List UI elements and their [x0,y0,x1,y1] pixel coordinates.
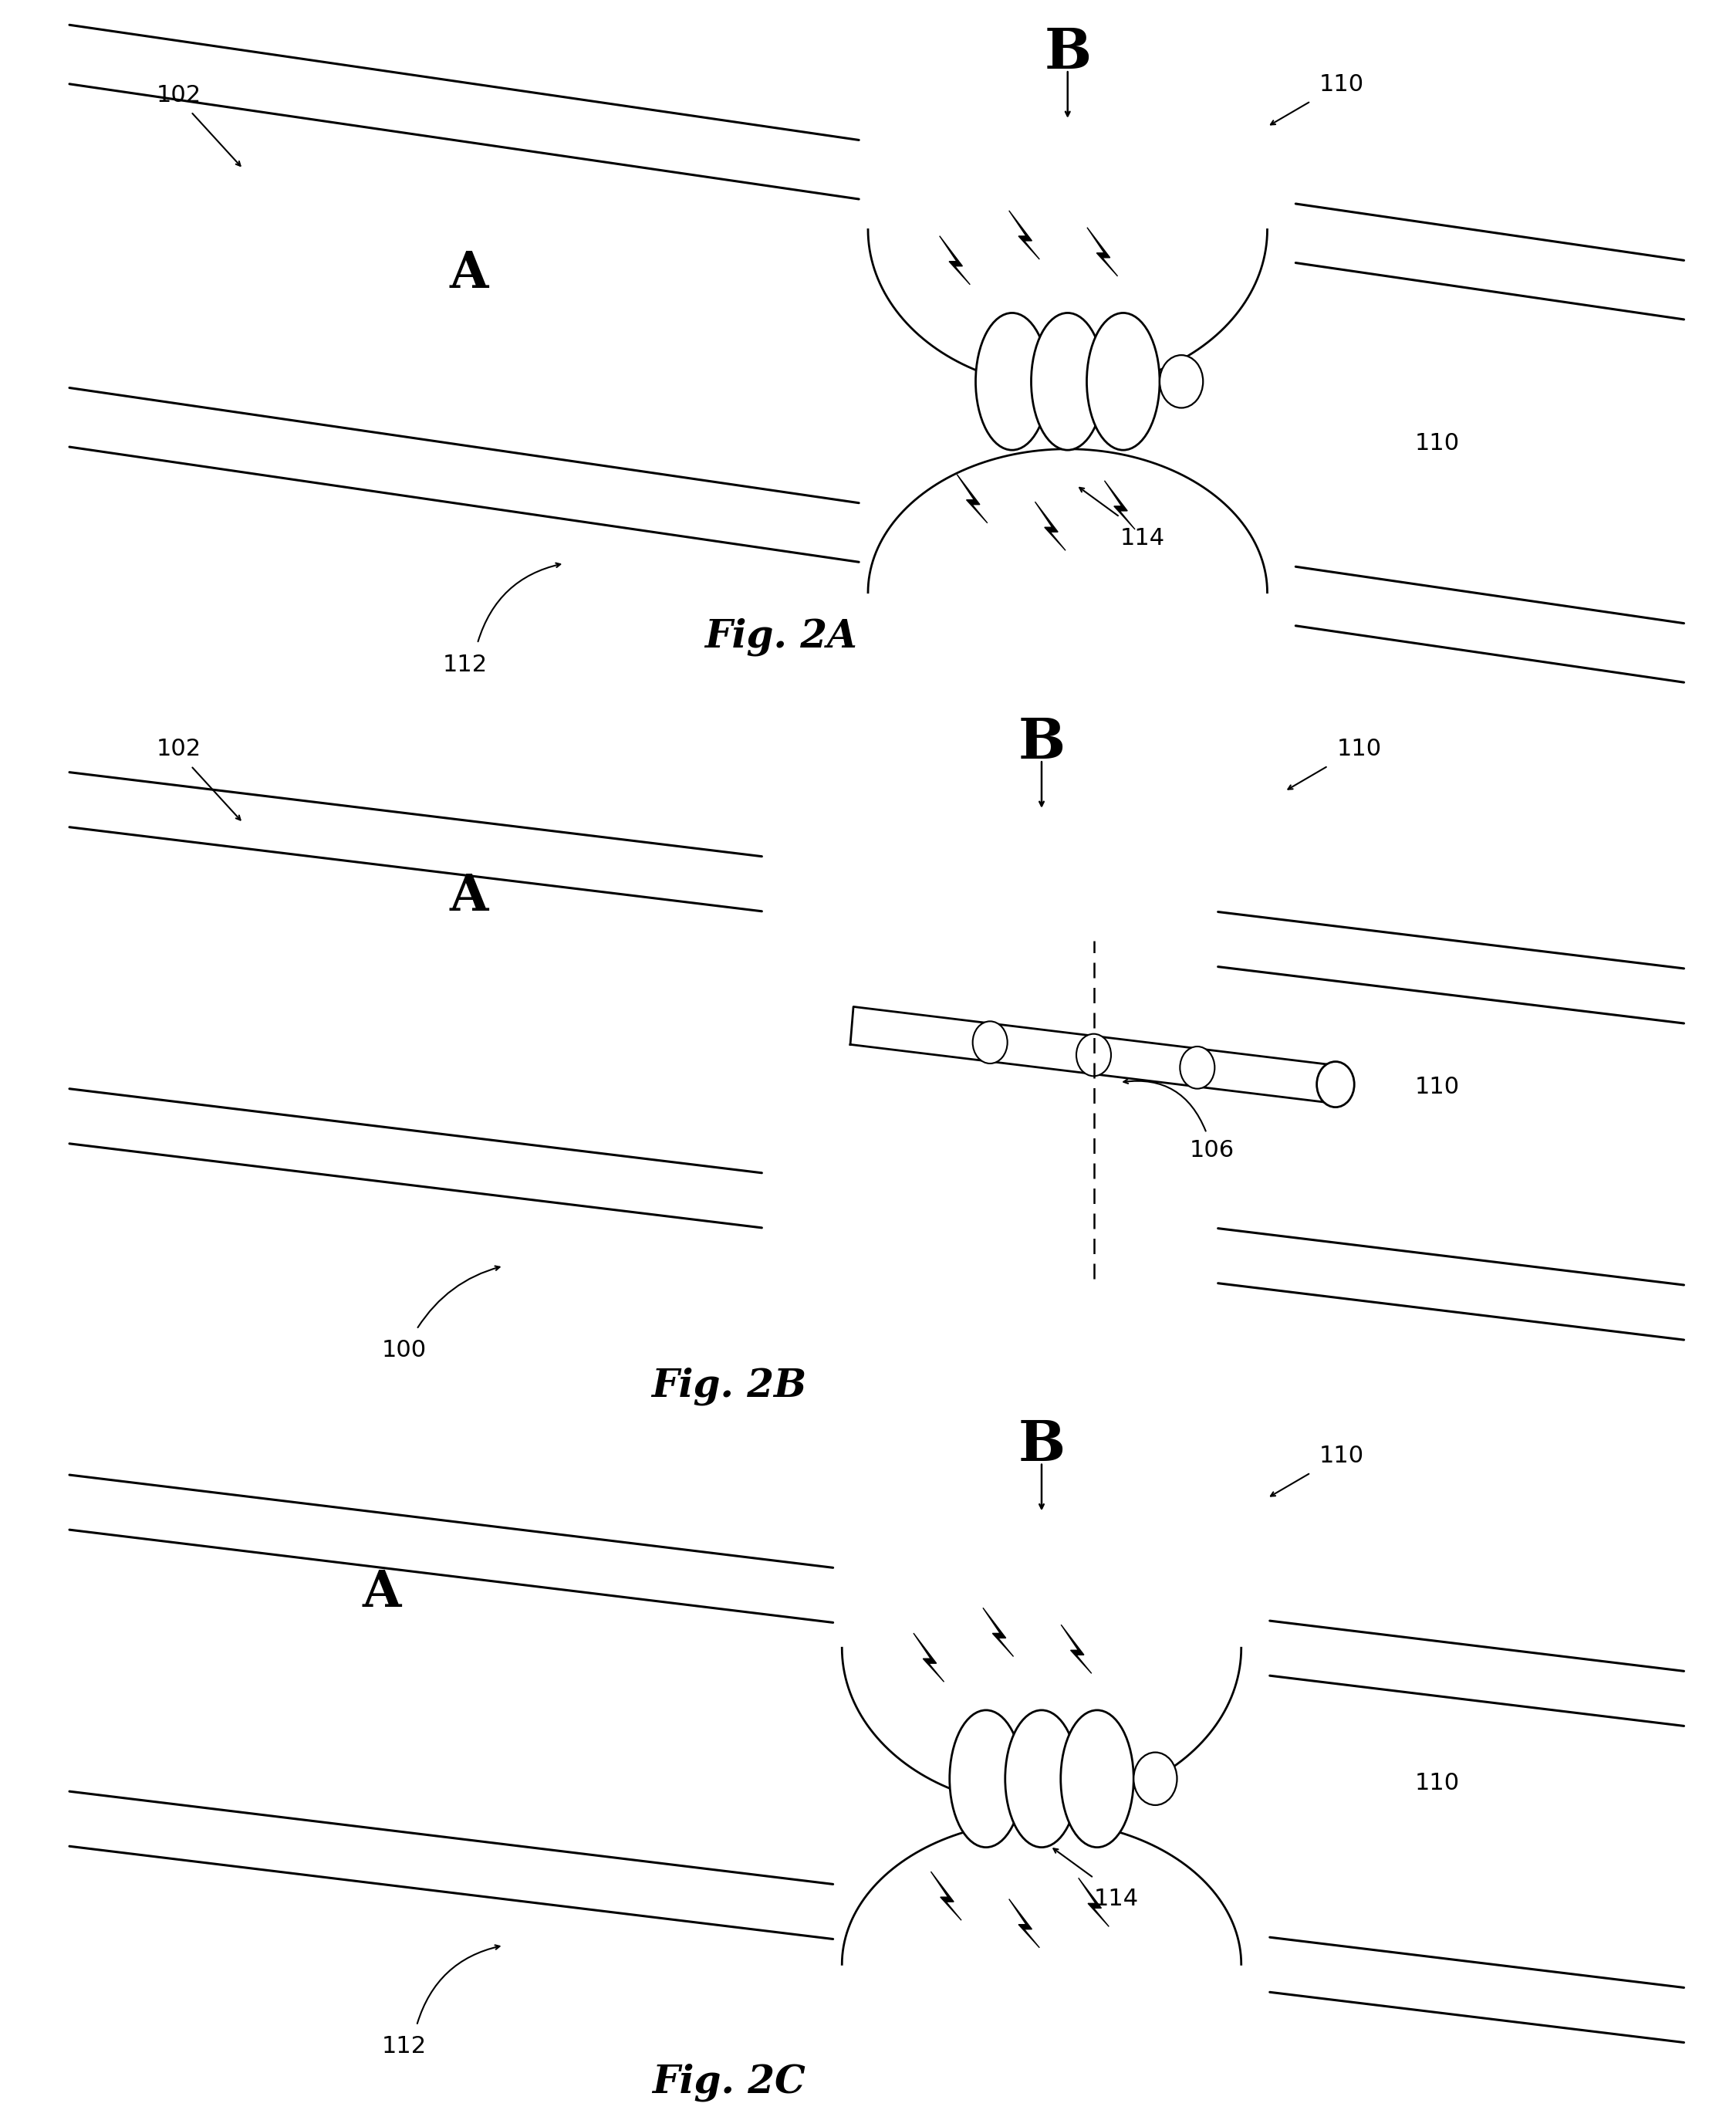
Text: A: A [450,871,488,922]
Polygon shape [913,1633,944,1682]
Text: 100: 100 [382,1340,427,1361]
Text: Fig. 2B: Fig. 2B [651,1367,807,1405]
Polygon shape [1087,228,1118,276]
Polygon shape [1061,1625,1092,1673]
Text: 110: 110 [1415,1076,1460,1097]
Text: Fig. 2A: Fig. 2A [705,618,858,656]
Polygon shape [1009,1899,1040,1948]
Polygon shape [930,1872,962,1920]
Text: Fig. 2C: Fig. 2C [653,2064,806,2102]
Ellipse shape [1076,1034,1111,1076]
Text: 110: 110 [1415,1772,1460,1794]
Ellipse shape [1061,1709,1134,1848]
Text: 110: 110 [1337,738,1382,760]
Ellipse shape [1180,1047,1215,1089]
Ellipse shape [950,1709,1023,1848]
Text: 102: 102 [156,84,201,106]
Text: A: A [363,1568,401,1618]
Ellipse shape [1087,312,1160,449]
Text: B: B [1017,1418,1066,1473]
Ellipse shape [1005,1709,1078,1848]
Polygon shape [1078,1878,1109,1926]
Text: 114: 114 [1094,1888,1139,1910]
Text: 110: 110 [1319,1445,1364,1466]
Polygon shape [1035,502,1066,551]
Text: 112: 112 [382,2036,427,2057]
Text: A: A [450,249,488,300]
Polygon shape [939,236,970,285]
Ellipse shape [1160,354,1203,407]
Ellipse shape [1134,1751,1177,1806]
Polygon shape [1009,211,1040,260]
Ellipse shape [972,1021,1007,1063]
Text: 114: 114 [1120,528,1165,549]
Text: 102: 102 [156,738,201,760]
Text: 110: 110 [1415,433,1460,454]
Text: 110: 110 [1319,74,1364,95]
Text: 112: 112 [443,654,488,675]
Polygon shape [1104,481,1135,530]
Text: B: B [1043,25,1092,80]
Ellipse shape [976,312,1049,449]
Polygon shape [983,1608,1014,1656]
Ellipse shape [1031,312,1104,449]
Text: 106: 106 [1189,1139,1234,1160]
Text: B: B [1017,715,1066,770]
Polygon shape [851,1006,1337,1104]
Polygon shape [957,475,988,523]
Ellipse shape [1318,1061,1354,1108]
